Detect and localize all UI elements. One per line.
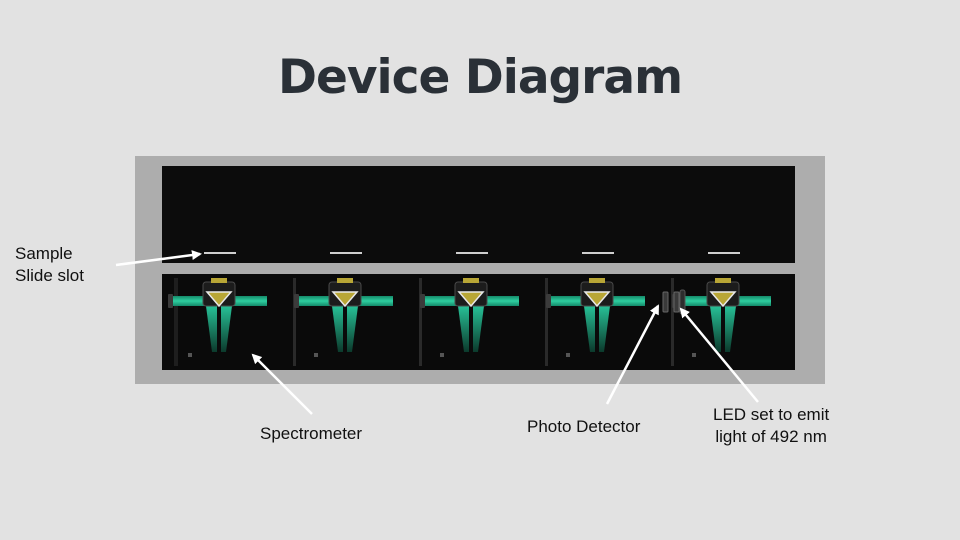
beam-down <box>221 306 232 352</box>
spectrometer-units <box>168 278 771 366</box>
led-label-line1: LED set to emit <box>713 405 830 424</box>
photo-detector <box>662 291 669 313</box>
spectrometer-unit <box>293 278 393 366</box>
spectrometer-unit <box>671 278 771 366</box>
prism <box>331 291 359 308</box>
slide-slot <box>708 252 740 254</box>
slide-slot <box>456 252 488 254</box>
led <box>673 291 680 313</box>
beam-down <box>473 306 484 352</box>
led-label: LED set to emit light of 492 nm <box>713 404 829 448</box>
sample-slot-label-line2: Slide slot <box>15 266 84 285</box>
sample-slot-label: Sample Slide slot <box>15 243 84 287</box>
beam-down <box>725 306 736 352</box>
beam-down <box>347 306 358 352</box>
led-label-line2: light of 492 nm <box>715 427 827 446</box>
prism <box>709 291 737 308</box>
slide-slots <box>204 252 740 254</box>
prism <box>457 291 485 308</box>
prism <box>205 291 233 308</box>
photo-detector-label: Photo Detector <box>527 417 641 436</box>
led-arrow <box>679 307 759 403</box>
sample-slot-arrow <box>115 250 202 267</box>
beam-down <box>710 306 721 352</box>
spectrometer-label: Spectrometer <box>260 424 363 443</box>
beam-down <box>458 306 469 352</box>
spectrometer-arrow <box>251 353 313 415</box>
sample-slot-panel <box>162 166 795 263</box>
spectrometer-unit <box>419 278 519 366</box>
slide-slot <box>330 252 362 254</box>
spectrometer-unit <box>168 278 267 366</box>
beam-down <box>599 306 610 352</box>
page-title: Device Diagram <box>277 50 683 105</box>
beam-down <box>206 306 217 352</box>
beam-down <box>332 306 343 352</box>
slide-slot <box>204 252 236 254</box>
prism <box>583 291 611 308</box>
slide-slot <box>582 252 614 254</box>
sample-slot-label-line1: Sample <box>15 244 73 263</box>
beam-down <box>584 306 595 352</box>
photo-detector-arrow <box>605 304 660 405</box>
spectrometer-unit <box>545 278 645 366</box>
